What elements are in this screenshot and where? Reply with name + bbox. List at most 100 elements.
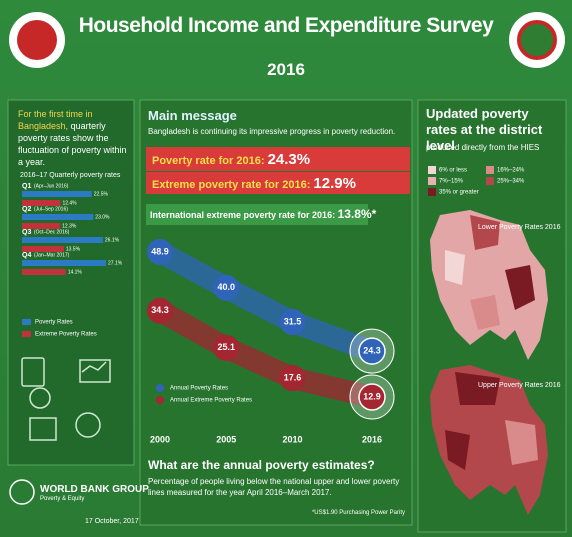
bar bbox=[22, 223, 61, 229]
legend-swatch bbox=[428, 177, 436, 185]
intro-rest: quarterly poverty rates show the fluctua… bbox=[18, 121, 127, 167]
red-box bbox=[146, 147, 410, 171]
annual-text: Percentage of people living below the na… bbox=[148, 477, 400, 497]
annual-heading: What are the annual poverty estimates? bbox=[148, 458, 375, 472]
legend-label: 16%–24% bbox=[497, 168, 525, 174]
legend-swatch bbox=[22, 331, 31, 337]
value-label: 40.0 bbox=[217, 282, 235, 292]
legend-swatch bbox=[428, 188, 436, 196]
intro: For the first time in Bangladesh, quarte… bbox=[18, 108, 128, 168]
value-label: 34.3 bbox=[151, 305, 169, 315]
period: (Jan–Mar 2017) bbox=[34, 252, 70, 258]
map-title: Updated poverty rates at the district le… bbox=[426, 106, 543, 153]
category: Q3 bbox=[22, 229, 31, 236]
bar bbox=[22, 237, 103, 243]
main-text: Bangladesh is continuing its impressive … bbox=[148, 127, 396, 136]
icons bbox=[21, 357, 111, 441]
poverty-label: Poverty rate for 2016: bbox=[152, 155, 265, 167]
period: (Jul–Sep 2016) bbox=[34, 206, 68, 212]
point bbox=[147, 238, 173, 265]
value-label: 12.9 bbox=[363, 391, 381, 401]
map-lower bbox=[430, 210, 548, 360]
legend-swatch bbox=[486, 166, 494, 174]
point bbox=[358, 383, 386, 411]
legend-label: Annual Poverty Rates bbox=[170, 386, 228, 392]
category: Q2 bbox=[22, 206, 31, 213]
intl-value: 13.8%* bbox=[337, 207, 377, 221]
value-label: 13.5% bbox=[66, 246, 81, 252]
emblem-left-inner bbox=[17, 20, 57, 60]
legend-label: 35% or greater bbox=[439, 190, 479, 196]
legend-label: 7%–15% bbox=[439, 179, 464, 185]
footnote: *US$1.90 Purchasing Power Parity bbox=[311, 510, 405, 516]
value-label: 17.6 bbox=[284, 372, 302, 382]
point bbox=[358, 337, 386, 365]
bar bbox=[22, 214, 94, 220]
point bbox=[213, 274, 240, 301]
line bbox=[149, 240, 383, 363]
bar bbox=[22, 200, 61, 206]
period: (Oct–Dec 2016) bbox=[34, 229, 70, 235]
legend-label: Poverty Rates bbox=[35, 320, 73, 326]
green-box bbox=[146, 204, 368, 225]
legend-label: Annual Extreme Poverty Rates bbox=[170, 398, 252, 404]
legend-label: 25%–34% bbox=[497, 179, 525, 185]
legend-swatch bbox=[486, 177, 494, 185]
x-tick-label: 2000 bbox=[150, 434, 170, 444]
intro-lead: For the first time in Bangladesh, bbox=[18, 109, 93, 131]
value-label: 31.5 bbox=[284, 316, 302, 326]
emblem-right-inner bbox=[517, 20, 557, 60]
category: Q4 bbox=[22, 252, 31, 259]
date: 17 October, 2017 bbox=[85, 518, 139, 525]
value-label: 27.1% bbox=[108, 260, 123, 266]
legend-swatch bbox=[156, 396, 164, 404]
year: 2016 bbox=[267, 60, 305, 79]
value-label: 22.5% bbox=[94, 191, 109, 197]
value-label: 12.4% bbox=[62, 200, 77, 206]
legend-swatch bbox=[428, 166, 436, 174]
point bbox=[279, 365, 306, 392]
left-panel bbox=[7, 99, 135, 466]
extreme-label: Extreme poverty rate for 2016: bbox=[152, 179, 311, 191]
bar bbox=[22, 191, 92, 197]
value-label: 26.1% bbox=[105, 237, 120, 243]
chart-title: 2016–17 Quarterly poverty rates bbox=[20, 172, 121, 179]
wb-logo bbox=[9, 479, 35, 505]
intl-box: International extreme poverty rate for 2… bbox=[150, 207, 376, 221]
red-box bbox=[146, 172, 410, 194]
map-upper-title: Upper Poverty Rates 2016 bbox=[478, 382, 561, 389]
map-lower-title: Lower Poverty Rates 2016 bbox=[478, 224, 561, 231]
value-label: 14.1% bbox=[68, 269, 83, 275]
poverty-value: 24.3% bbox=[267, 151, 311, 168]
poverty-box: Poverty rate for 2016: 24.3% bbox=[152, 151, 310, 168]
map-upper bbox=[430, 365, 548, 515]
point bbox=[279, 309, 306, 336]
bar bbox=[22, 269, 66, 275]
category: Q1 bbox=[22, 183, 31, 190]
title: Household Income and Expenditure Survey bbox=[78, 14, 494, 37]
bar bbox=[22, 260, 107, 266]
x-tick-label: 2016 bbox=[362, 434, 382, 444]
line bbox=[149, 299, 383, 409]
map-subtitle: produced directly from the HIES bbox=[426, 143, 540, 152]
legend-swatch bbox=[156, 384, 164, 392]
point bbox=[147, 297, 173, 324]
extreme-value: 12.9% bbox=[313, 175, 356, 192]
x-tick-label: 2005 bbox=[216, 434, 236, 444]
extreme-box: Extreme poverty rate for 2016: 12.9% bbox=[152, 175, 356, 192]
legend-swatch bbox=[22, 319, 31, 325]
legend-label: 6% or less bbox=[439, 168, 467, 174]
legend-label: Extreme Poverty Rates bbox=[35, 332, 97, 338]
value-label: 25.1 bbox=[217, 342, 235, 352]
main-heading: Main message bbox=[148, 108, 237, 123]
unit: Poverty & Equity bbox=[40, 496, 85, 502]
bar bbox=[22, 246, 64, 252]
point bbox=[213, 334, 240, 361]
org: WORLD BANK GROUP bbox=[40, 484, 149, 495]
value-label: 23.0% bbox=[95, 214, 110, 220]
value-label: 24.3 bbox=[363, 345, 381, 355]
period: (Apr–Jun 2016) bbox=[34, 183, 69, 189]
x-tick-label: 2010 bbox=[282, 434, 302, 444]
